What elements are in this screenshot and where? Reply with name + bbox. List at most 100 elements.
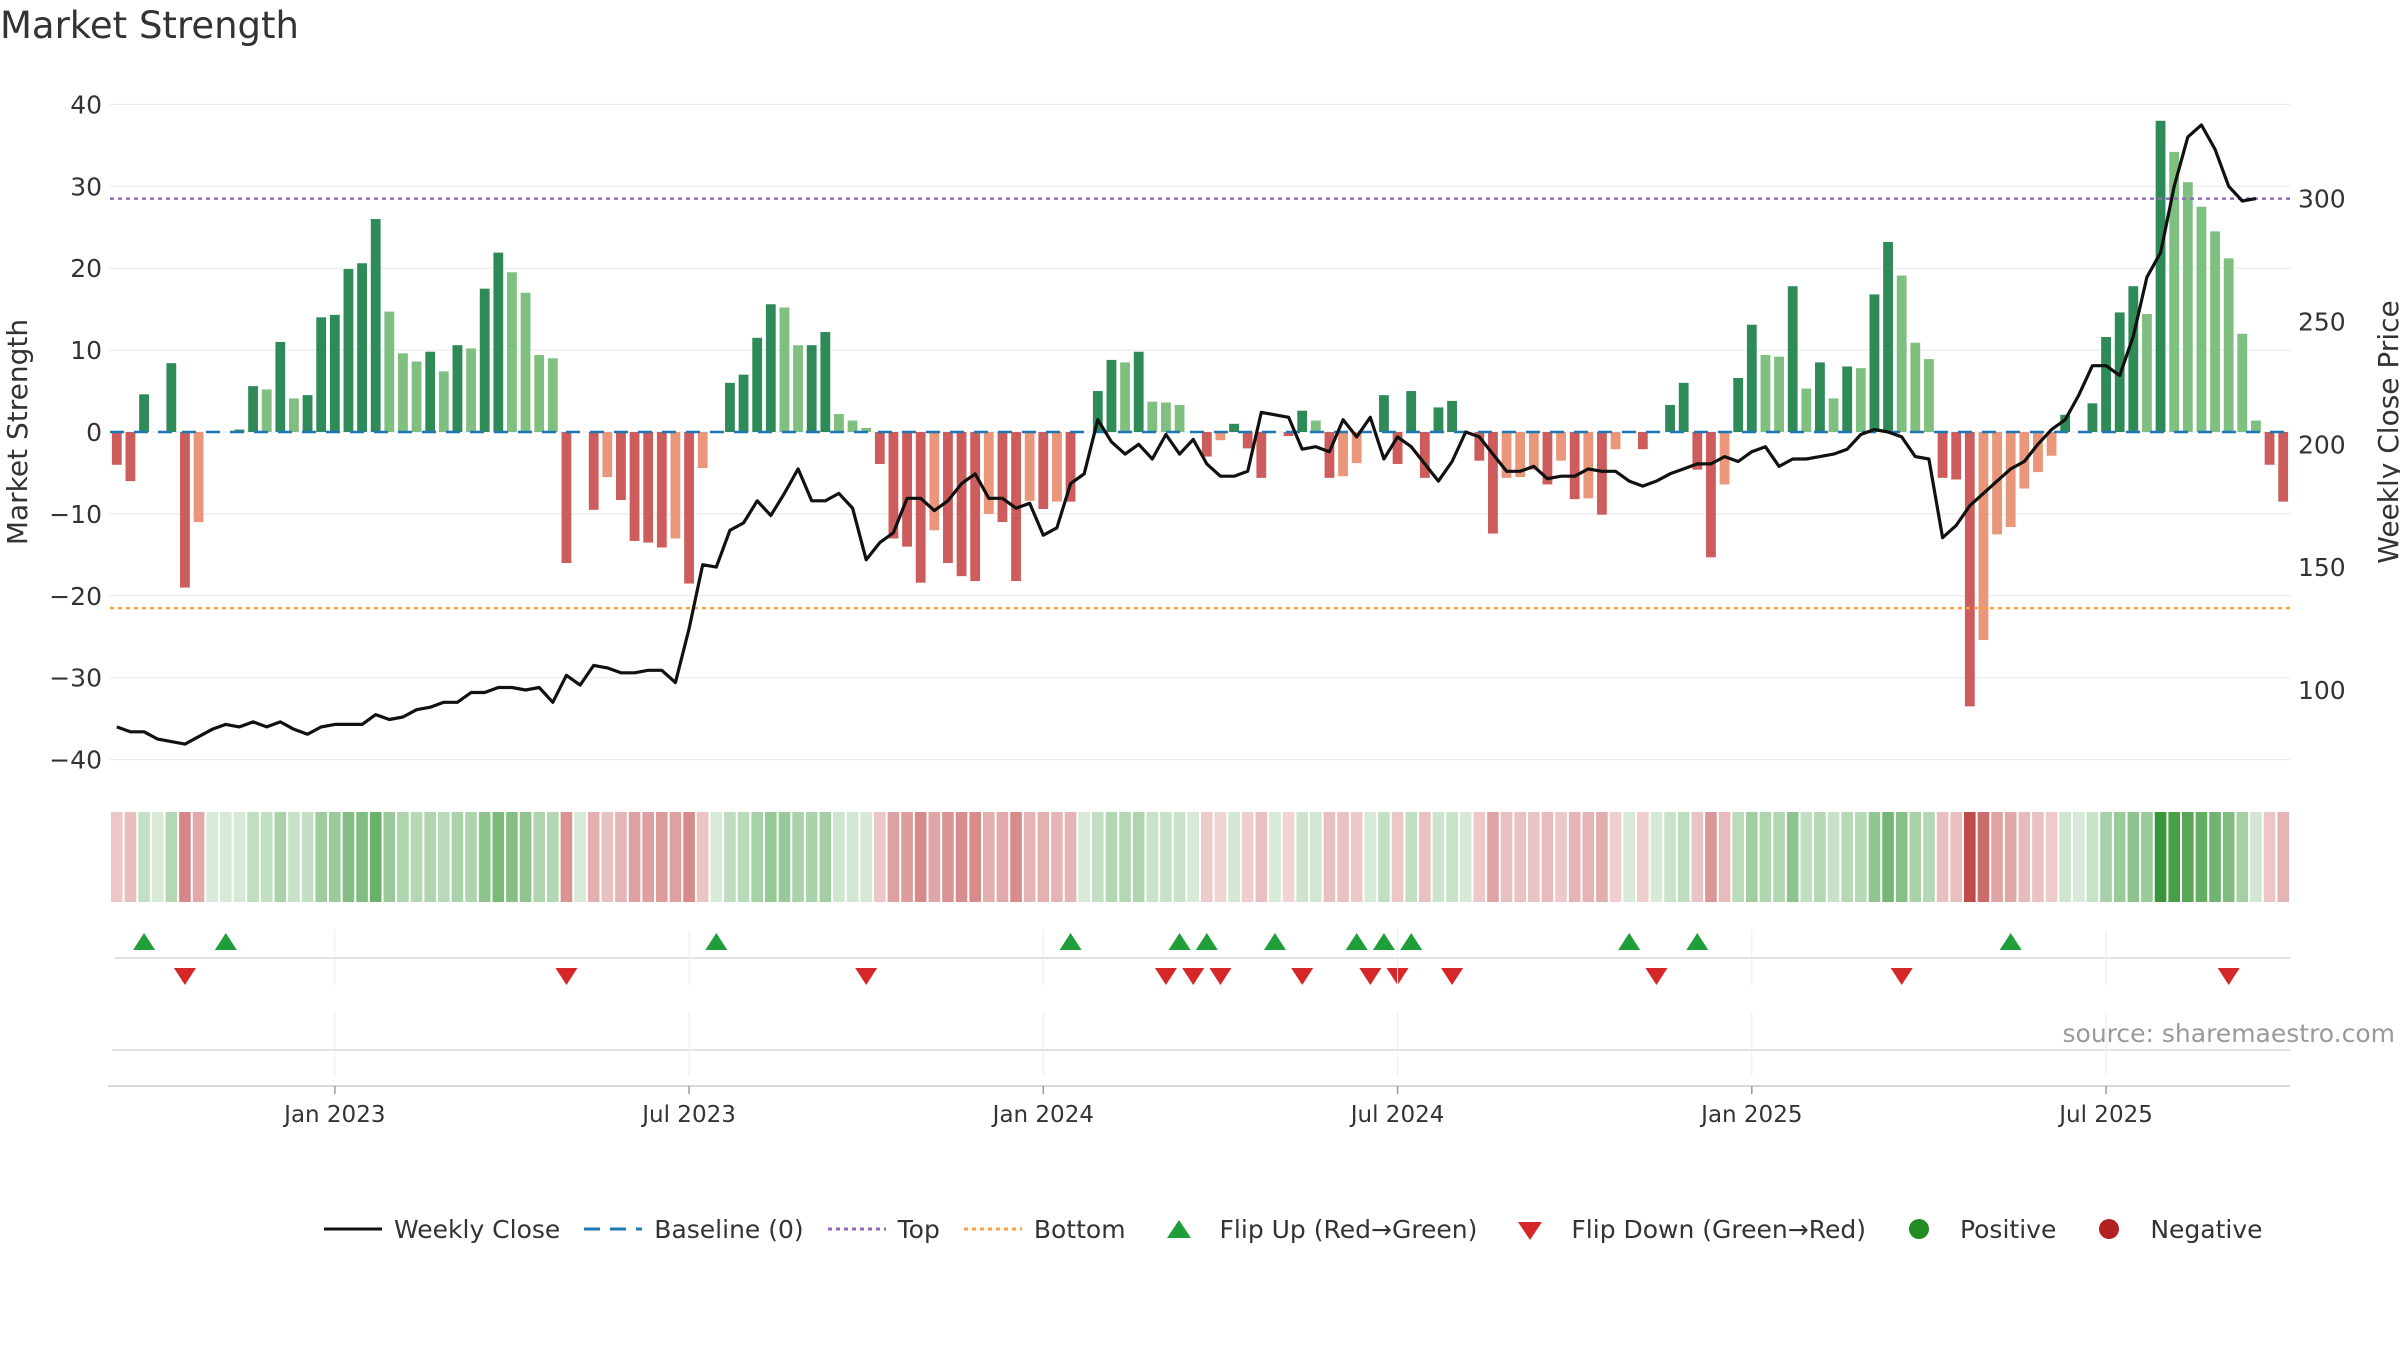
strength-bar bbox=[1692, 432, 1703, 470]
heat-cell bbox=[315, 812, 327, 902]
heat-cell bbox=[1582, 812, 1595, 902]
weekly-close-layer bbox=[116, 123, 2257, 746]
strength-bar bbox=[493, 252, 504, 432]
heat-cell bbox=[1637, 812, 1649, 902]
heat-cell bbox=[301, 812, 314, 902]
strength-bar bbox=[111, 432, 122, 465]
heat-cell bbox=[424, 812, 436, 902]
heat-cell bbox=[1623, 812, 1635, 902]
strength-bar bbox=[765, 304, 776, 432]
heat-cell bbox=[2059, 812, 2071, 902]
heat-cell bbox=[628, 812, 641, 902]
heat-cell bbox=[560, 812, 573, 902]
strength-bar bbox=[357, 263, 367, 432]
legend-bottom: Bottom bbox=[962, 1214, 1126, 1244]
heat-cell bbox=[574, 812, 586, 902]
flip-down-marker bbox=[1441, 968, 1464, 985]
strength-bar bbox=[1760, 355, 1771, 432]
strength-bar bbox=[1910, 342, 1921, 432]
strength-bar bbox=[1379, 395, 1389, 432]
strength-bar bbox=[997, 432, 1008, 523]
heat-cell bbox=[901, 812, 913, 902]
strength-bar bbox=[1569, 432, 1580, 500]
strength-bar bbox=[1924, 359, 1934, 432]
flip-down-marker bbox=[1182, 968, 1205, 985]
heat-cell bbox=[1201, 812, 1213, 902]
strength-bar bbox=[656, 432, 667, 548]
heat-cell bbox=[1350, 812, 1363, 902]
flip-up-marker bbox=[1686, 933, 1709, 950]
strength-bar bbox=[261, 389, 272, 432]
flip-down-marker bbox=[1359, 968, 1382, 985]
heat-cell bbox=[928, 812, 941, 902]
heat-cell bbox=[2250, 812, 2262, 902]
y-tick-label: −10 bbox=[49, 500, 102, 529]
legend-baseline: Baseline (0) bbox=[582, 1214, 804, 1244]
heat-cell bbox=[1759, 812, 1772, 902]
flip-up-marker bbox=[133, 933, 156, 950]
flip-down-marker bbox=[2217, 968, 2240, 985]
heat-cell bbox=[642, 812, 654, 902]
heat-cell bbox=[1146, 812, 1159, 902]
strength-bar bbox=[248, 386, 258, 432]
heat-cell bbox=[356, 812, 368, 902]
strength-bar bbox=[970, 432, 981, 582]
heat-cell bbox=[2045, 812, 2058, 902]
heat-cell bbox=[1936, 812, 1949, 902]
heat-cell bbox=[1296, 812, 1308, 902]
heat-cell bbox=[2263, 812, 2276, 902]
heat-cell bbox=[1173, 812, 1186, 902]
strength-bar bbox=[1951, 432, 1962, 480]
heat-cell bbox=[751, 812, 763, 902]
strength-bar bbox=[834, 413, 844, 432]
heat-cell bbox=[805, 812, 818, 902]
strength-bar bbox=[289, 398, 299, 432]
strength-bar bbox=[1896, 275, 1907, 432]
heat-cell bbox=[1459, 812, 1472, 902]
heat-cell bbox=[1827, 812, 1840, 902]
heat-cell bbox=[2004, 812, 2017, 902]
heat-cell bbox=[1650, 812, 1663, 902]
flip-down-marker bbox=[1645, 968, 1668, 985]
heat-cell bbox=[792, 812, 804, 902]
strength-bar bbox=[302, 395, 313, 432]
heat-cell bbox=[1786, 812, 1799, 902]
flip-down-marker bbox=[1154, 968, 1177, 985]
strength-bar bbox=[2005, 432, 2016, 528]
strength-bar bbox=[1978, 432, 1989, 641]
strength-bar bbox=[384, 311, 395, 432]
heat-cell bbox=[1092, 812, 1104, 902]
y-tick-label: 40 bbox=[70, 90, 102, 119]
heat-cell bbox=[887, 812, 900, 902]
strength-bar bbox=[1542, 432, 1553, 485]
strength-bar bbox=[425, 351, 436, 432]
heat-cell bbox=[274, 812, 287, 902]
heat-cell bbox=[288, 812, 300, 902]
y-tick-label: 20 bbox=[70, 254, 102, 283]
strength-bar bbox=[1678, 382, 1689, 432]
heat-cell bbox=[1364, 812, 1377, 902]
strength-bar bbox=[1419, 432, 1430, 478]
heat-cell bbox=[1841, 812, 1853, 902]
strength-bar bbox=[166, 363, 177, 432]
strength-bar bbox=[1229, 423, 1239, 432]
legend-baseline-label: Baseline (0) bbox=[654, 1214, 804, 1244]
strength-bar bbox=[820, 332, 831, 432]
heat-cell bbox=[1160, 812, 1172, 902]
x-axis-layer: Jan 2023 Jul 2023 Jan 2024 Jul 2024 Jan 2025… bbox=[108, 930, 2290, 1128]
heat-cell bbox=[696, 812, 709, 902]
strength-bar bbox=[915, 432, 926, 583]
strength-bar bbox=[438, 371, 449, 432]
dot-negative-icon bbox=[2078, 1214, 2140, 1244]
heat-cell bbox=[1814, 812, 1826, 902]
strength-bar bbox=[1351, 432, 1362, 464]
heat-cell bbox=[1037, 812, 1050, 902]
strength-bar bbox=[520, 292, 531, 432]
strength-bar bbox=[1106, 359, 1117, 432]
strength-bar bbox=[1964, 432, 1975, 707]
strength-bar bbox=[616, 432, 626, 500]
strength-bar bbox=[738, 374, 749, 432]
flip-up-marker bbox=[1345, 933, 1368, 950]
strength-bar bbox=[1637, 432, 1648, 450]
